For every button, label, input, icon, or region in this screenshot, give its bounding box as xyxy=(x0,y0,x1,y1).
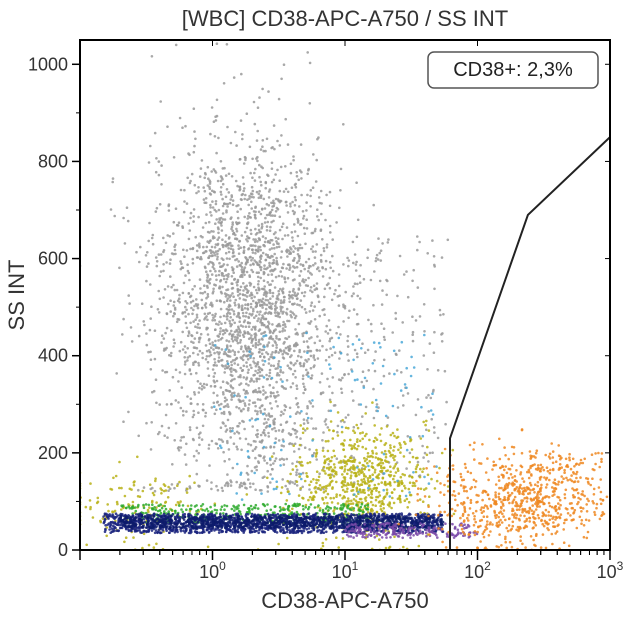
x-axis-label: CD38-APC-A750 xyxy=(261,588,429,613)
chart-svg: 10010110210302004006008001000[WBC] CD38-… xyxy=(0,0,630,623)
chart-title: [WBC] CD38-APC-A750 / SS INT xyxy=(182,6,508,31)
flow-cytometry-scatter: 10010110210302004006008001000[WBC] CD38-… xyxy=(0,0,630,623)
gate-label: CD38+: 2,3% xyxy=(453,59,573,81)
y-axis-label: SS INT xyxy=(4,260,29,331)
